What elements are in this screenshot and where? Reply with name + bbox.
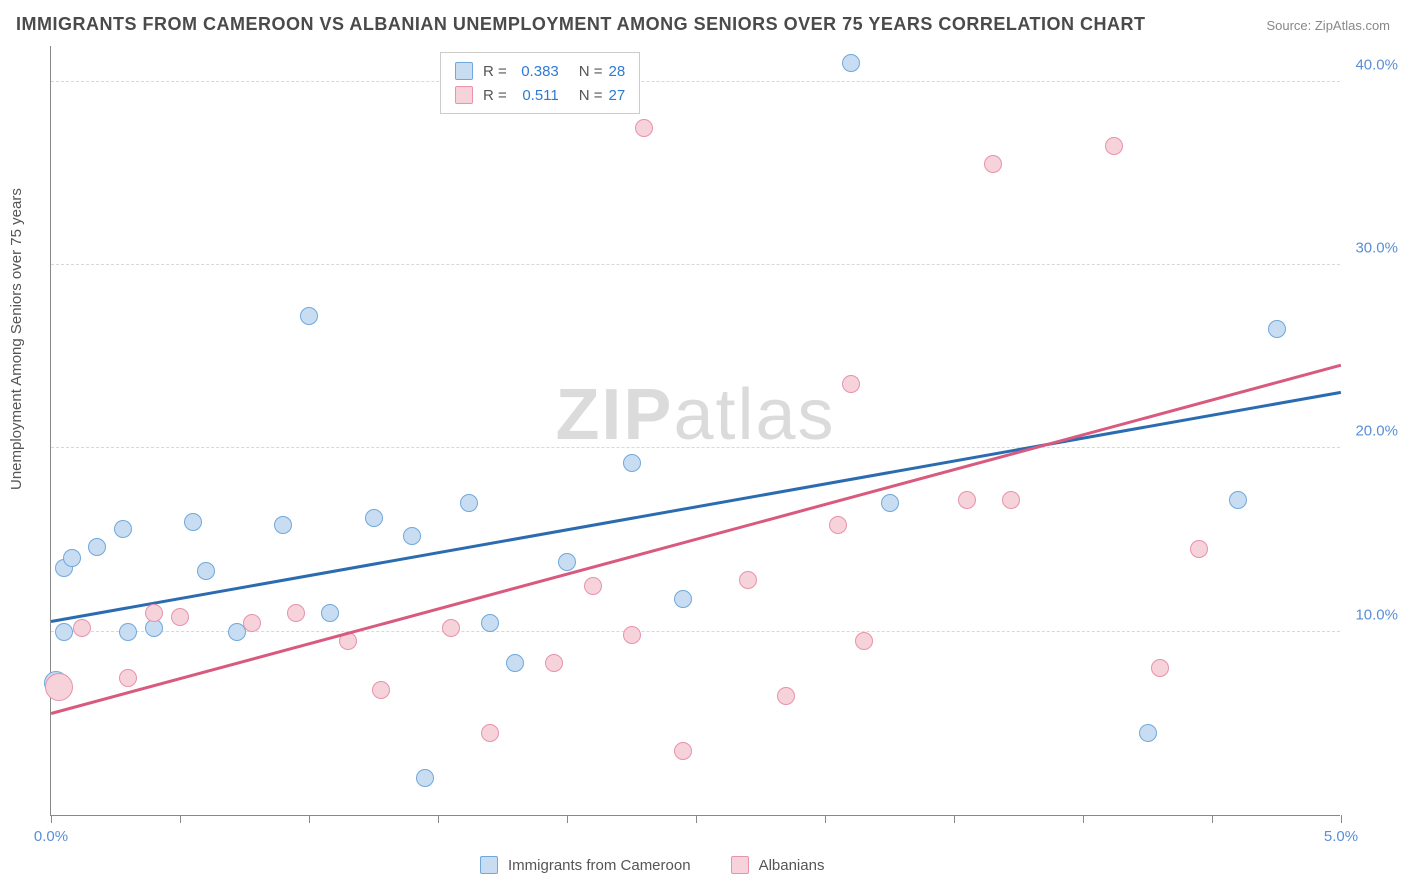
scatter-point: [881, 494, 899, 512]
swatch-albanians-bottom: [731, 856, 749, 874]
x-tick: [954, 815, 955, 823]
scatter-point: [829, 516, 847, 534]
scatter-point: [635, 119, 653, 137]
scatter-point: [623, 626, 641, 644]
scatter-point: [1268, 320, 1286, 338]
scatter-point: [145, 604, 163, 622]
scatter-point: [842, 375, 860, 393]
scatter-point: [674, 742, 692, 760]
scatter-point: [45, 673, 73, 701]
y-tick-label: 20.0%: [1355, 423, 1398, 440]
scatter-point: [1139, 724, 1157, 742]
x-tick: [1212, 815, 1213, 823]
scatter-point: [855, 632, 873, 650]
n-value-albanians: 27: [609, 87, 626, 104]
r-value-cameroon: 0.383: [513, 63, 559, 80]
legend-item-cameroon: Immigrants from Cameroon: [480, 856, 691, 874]
legend-label-cameroon: Immigrants from Cameroon: [508, 857, 691, 874]
scatter-point: [416, 769, 434, 787]
x-tick: [567, 815, 568, 823]
scatter-point: [1105, 137, 1123, 155]
scatter-point: [545, 654, 563, 672]
scatter-point: [1190, 540, 1208, 558]
scatter-point: [558, 553, 576, 571]
legend-label-albanians: Albanians: [759, 857, 825, 874]
legend-item-albanians: Albanians: [731, 856, 825, 874]
scatter-point: [171, 608, 189, 626]
scatter-point: [842, 54, 860, 72]
scatter-point: [460, 494, 478, 512]
plot-area: ZIPatlas 10.0%20.0%30.0%40.0%0.0%5.0%: [50, 46, 1340, 816]
scatter-point: [674, 590, 692, 608]
legend-row-albanians: R =0.511 N =27: [455, 83, 625, 107]
scatter-point: [739, 571, 757, 589]
scatter-point: [481, 614, 499, 632]
x-tick: [1083, 815, 1084, 823]
scatter-point: [403, 527, 421, 545]
scatter-point: [481, 724, 499, 742]
scatter-point: [321, 604, 339, 622]
swatch-cameroon: [455, 62, 473, 80]
x-tick: [696, 815, 697, 823]
scatter-point: [55, 623, 73, 641]
scatter-point: [584, 577, 602, 595]
scatter-point: [197, 562, 215, 580]
trend-line: [51, 391, 1341, 623]
scatter-point: [73, 619, 91, 637]
scatter-point: [119, 623, 137, 641]
x-tick: [180, 815, 181, 823]
scatter-point: [300, 307, 318, 325]
watermark: ZIPatlas: [555, 374, 835, 456]
scatter-point: [88, 538, 106, 556]
x-tick: [438, 815, 439, 823]
scatter-point: [1151, 659, 1169, 677]
scatter-point: [958, 491, 976, 509]
scatter-point: [1002, 491, 1020, 509]
scatter-point: [442, 619, 460, 637]
y-tick-label: 40.0%: [1355, 56, 1398, 73]
trend-line: [51, 363, 1342, 714]
swatch-cameroon-bottom: [480, 856, 498, 874]
scatter-point: [287, 604, 305, 622]
scatter-point: [777, 687, 795, 705]
source-label: Source: ZipAtlas.com: [1266, 18, 1390, 33]
x-tick: [825, 815, 826, 823]
scatter-point: [365, 509, 383, 527]
r-value-albanians: 0.511: [513, 87, 559, 104]
scatter-point: [1229, 491, 1247, 509]
gridline: [51, 81, 1340, 82]
n-value-cameroon: 28: [609, 63, 626, 80]
x-tick-label: 0.0%: [34, 828, 68, 845]
scatter-point: [506, 654, 524, 672]
y-tick-label: 10.0%: [1355, 606, 1398, 623]
scatter-point: [119, 669, 137, 687]
scatter-point: [372, 681, 390, 699]
scatter-point: [184, 513, 202, 531]
x-tick: [1341, 815, 1342, 823]
legend-row-cameroon: R =0.383 N =28: [455, 59, 625, 83]
scatter-point: [114, 520, 132, 538]
scatter-point: [63, 549, 81, 567]
scatter-point: [623, 454, 641, 472]
scatter-point: [274, 516, 292, 534]
chart-title: IMMIGRANTS FROM CAMEROON VS ALBANIAN UNE…: [16, 14, 1146, 35]
x-tick-label: 5.0%: [1324, 828, 1358, 845]
scatter-point: [243, 614, 261, 632]
correlation-legend: R =0.383 N =28 R =0.511 N =27: [440, 52, 640, 114]
gridline: [51, 264, 1340, 265]
y-tick-label: 30.0%: [1355, 240, 1398, 257]
gridline: [51, 447, 1340, 448]
x-tick: [51, 815, 52, 823]
x-tick: [309, 815, 310, 823]
swatch-albanians: [455, 86, 473, 104]
scatter-point: [984, 155, 1002, 173]
correlation-scatter-chart: IMMIGRANTS FROM CAMEROON VS ALBANIAN UNE…: [0, 0, 1406, 892]
y-axis-label: Unemployment Among Seniors over 75 years: [8, 188, 25, 490]
series-legend: Immigrants from Cameroon Albanians: [480, 856, 824, 874]
